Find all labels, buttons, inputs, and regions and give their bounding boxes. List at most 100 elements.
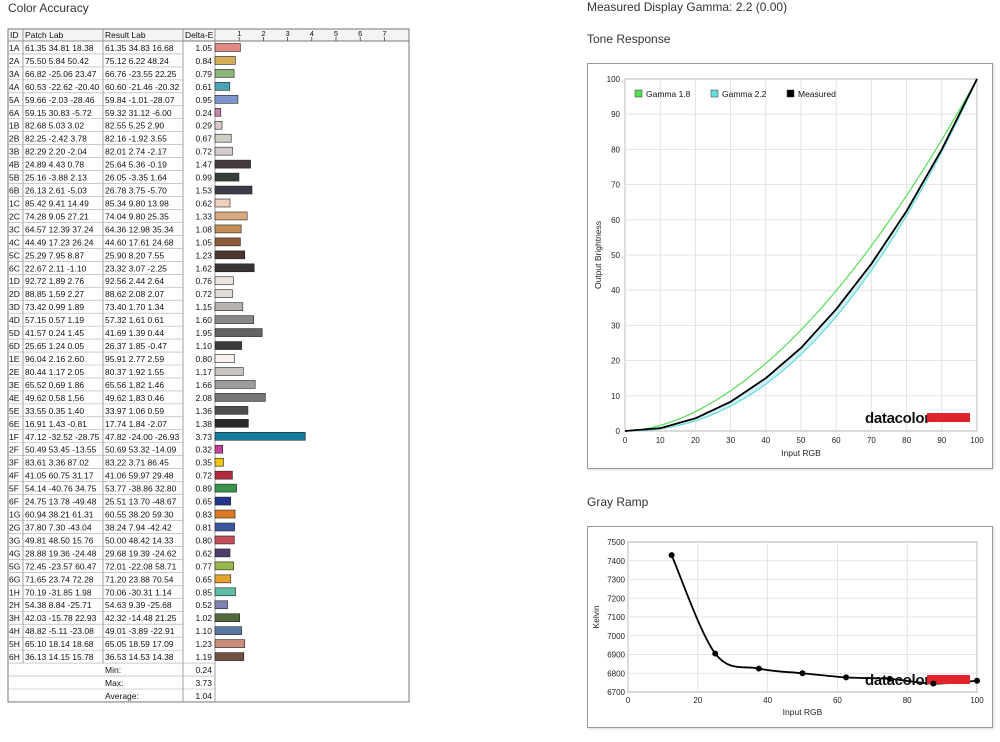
delta-e-bar: [214, 470, 233, 480]
row-result-lab: 61.35 34.83 16.68: [105, 43, 174, 53]
summary-value: 0.24: [195, 665, 212, 675]
row-patch-lab: 54.14 -40.76 34.75: [25, 484, 97, 494]
kelvin-point: [668, 552, 675, 559]
row-delta-e: 1.02: [195, 613, 212, 623]
row-patch-lab: 33.55 0.35 1.40: [25, 406, 84, 416]
delta-e-bar: [214, 120, 223, 130]
y-tick-label: 90: [611, 110, 620, 119]
y-tick-label: 7200: [607, 594, 625, 603]
row-delta-e: 1.95: [195, 328, 212, 338]
row-id: 1G: [9, 510, 20, 520]
row-delta-e: 0.29: [195, 121, 212, 131]
row-delta-e: 1.38: [195, 419, 212, 429]
y-axis-label: Output Brightness: [593, 221, 603, 289]
delta-e-bar: [214, 263, 255, 273]
kelvin-point: [799, 670, 806, 677]
y-tick-label: 7000: [607, 632, 625, 641]
row-delta-e: 1.66: [195, 380, 212, 390]
row-delta-e: 0.35: [195, 458, 212, 468]
row-delta-e: 0.84: [195, 56, 212, 66]
row-delta-e: 0.89: [195, 484, 212, 494]
row-id: 4F: [9, 471, 19, 481]
delta-e-bar: [214, 198, 231, 208]
tone-response-chart: 0 10 20 30 40 50 60 70 80 90 100 0 10 20 30 40 50 60 70 80 9…: [587, 63, 993, 469]
legend-swatch: [710, 89, 719, 98]
row-result-lab: 53.77 -38.86 32.80: [105, 484, 177, 494]
row-id: 1E: [9, 354, 20, 364]
scale-tick-label: 2: [261, 29, 265, 38]
row-result-lab: 25.64 5.36 -0.19: [105, 160, 167, 170]
row-patch-lab: 26.13 2.61 -5.03: [25, 186, 87, 196]
row-id: 1D: [9, 276, 20, 286]
table-header-row: [7, 28, 410, 42]
row-id: 1H: [9, 587, 20, 597]
row-id: 6C: [9, 263, 20, 273]
row-patch-lab: 65.10 18.14 18.68: [25, 639, 94, 649]
series-line-gamma-1-8: [624, 78, 978, 432]
row-patch-lab: 49.62 0.58 1.56: [25, 393, 84, 403]
delta-e-bar: [214, 444, 224, 454]
row-id: 4C: [9, 237, 20, 247]
delta-e-bar: [214, 328, 263, 337]
row-id: 5D: [9, 328, 20, 338]
row-delta-e: 1.15: [195, 302, 212, 312]
row-delta-e: 0.79: [195, 69, 212, 79]
row-id: 5A: [9, 95, 20, 105]
row-result-lab: 41.06 59.97 29.48: [105, 471, 174, 481]
row-patch-lab: 74.28 9.05 27.21: [25, 211, 89, 221]
delta-e-bar: [214, 613, 240, 622]
row-result-lab: 50.69 53.32 -14.09: [105, 445, 177, 455]
gray-ramp-plot: 0 20 40 60 80 100 6700 6800 6900 7000 7100 7200 7300…: [591, 538, 984, 717]
row-result-lab: 72.01 -22.08 58.71: [105, 561, 177, 571]
row-id: 6B: [9, 186, 20, 196]
row-id: 5C: [9, 250, 20, 260]
row-result-lab: 73.40 1.70 1.34: [105, 302, 164, 312]
x-tick-label: 100: [970, 436, 984, 445]
row-delta-e: 0.77: [195, 561, 212, 571]
row-patch-lab: 71.65 23.74 72.28: [25, 574, 94, 584]
delta-e-bar: [214, 276, 234, 286]
row-delta-e: 1.05: [195, 237, 212, 247]
row-delta-e: 1.53: [195, 186, 212, 196]
row-id: 1A: [9, 43, 20, 53]
row-result-lab: 80.37 1.92 1.55: [105, 367, 164, 377]
delta-e-bar: [214, 43, 241, 52]
row-id: 2C: [9, 211, 20, 221]
row-patch-lab: 50.49 53.45 -13.55: [25, 445, 97, 455]
scale-tick-label: 4: [310, 29, 314, 38]
row-id: 2E: [9, 367, 20, 377]
summary-label: Max:: [105, 678, 123, 688]
delta-e-bar: [214, 185, 253, 195]
row-patch-lab: 37.80 7.30 -43.04: [25, 522, 92, 532]
row-patch-lab: 60.53 -22.62 -20.40: [25, 82, 99, 92]
row-id: 4A: [9, 82, 20, 92]
row-delta-e: 0.85: [195, 587, 212, 597]
row-id: 3G: [9, 535, 20, 545]
row-delta-e: 1.17: [195, 367, 212, 377]
delta-e-bar: [214, 367, 244, 376]
y-tick-label: 60: [611, 216, 620, 225]
row-id: 2H: [9, 600, 20, 610]
summary-value: 3.73: [195, 678, 212, 688]
delta-e-bar: [214, 56, 236, 65]
kelvin-point: [712, 650, 719, 657]
row-result-lab: 50.00 48.42 14.33: [105, 535, 174, 545]
series-line-gamma-2-2: [624, 78, 978, 432]
row-result-lab: 82.01 2.74 -2.17: [105, 147, 167, 157]
row-delta-e: 0.65: [195, 574, 212, 584]
delta-e-bar: [214, 172, 240, 182]
scale-tick-label: 6: [358, 29, 362, 38]
row-delta-e: 1.47: [195, 160, 212, 170]
delta-e-bar: [214, 639, 246, 648]
datacolor-logo: datacolor: [865, 410, 930, 427]
row-delta-e: 0.62: [195, 198, 212, 208]
row-delta-e: 1.36: [195, 406, 212, 416]
delta-e-bar: [214, 457, 224, 467]
row-result-lab: 60.55 38.20 59.30: [105, 510, 174, 520]
delta-e-bar: [214, 380, 256, 389]
row-result-lab: 42.32 -14.48 21.25: [105, 613, 177, 623]
x-tick-label: 20: [693, 696, 702, 705]
row-patch-lab: 59.66 -2.03 -28.46: [25, 95, 95, 105]
row-patch-lab: 42.03 -15.78 22.93: [25, 613, 97, 623]
row-delta-e: 0.62: [195, 548, 212, 558]
